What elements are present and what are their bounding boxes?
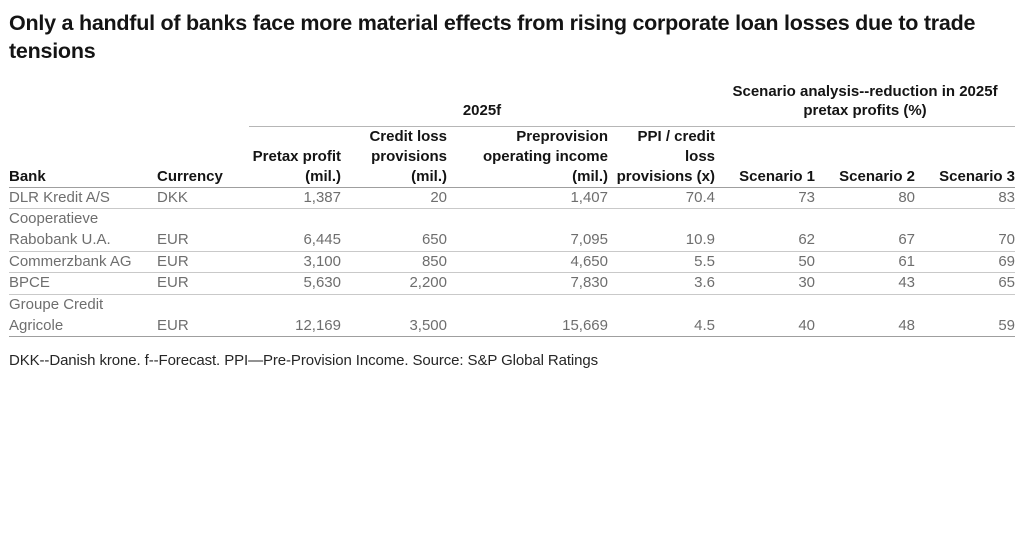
cell-bank: Cooperatieve Rabobank U.A. — [9, 210, 111, 248]
table-row: DLR Kredit A/S DKK 1,387 20 1,407 70.4 7… — [9, 187, 1016, 209]
cell-scenario-2: 80 — [898, 188, 915, 206]
cell-credit-loss-provisions: 3,500 — [409, 316, 447, 334]
cell-bank: BPCE — [9, 274, 50, 292]
cell-scenario-3: 65 — [998, 274, 1016, 292]
footnote-text: DKK--Danish krone. f--Forecast. PPI—Pre-… — [9, 352, 599, 370]
cell-preprovision-operating-income: 7,830 — [570, 274, 608, 292]
cell-ppi-ratio: 70.4 — [685, 188, 715, 206]
cell-preprovision-operating-income: 7,095 — [570, 230, 608, 248]
table-head: 2025f Scenario analysis--reduction in 20… — [9, 81, 1016, 187]
cell-ppi-ratio: 10.9 — [685, 230, 715, 248]
cell-bank: Groupe Credit Agricole — [9, 296, 104, 334]
group-header-spacer — [9, 82, 249, 127]
cell-pretax: 3,100 — [303, 252, 341, 270]
table-row: Commerzbank AG EUR 3,100 850 4,650 5.5 5… — [9, 251, 1016, 273]
table-row: Cooperatieve Rabobank U.A. EUR 6,445 650… — [9, 208, 1016, 251]
cell-scenario-3: 59 — [998, 316, 1016, 334]
cell-currency: EUR — [157, 274, 189, 292]
group-header-row: 2025f Scenario analysis--reduction in 20… — [9, 81, 1016, 127]
column-header-scenario-1: Scenario 1 — [739, 167, 815, 185]
cell-credit-loss-provisions: 20 — [430, 188, 447, 206]
group-header-scenario-analysis: Scenario analysis--reduction in 2025f pr… — [715, 81, 1016, 127]
cell-currency: DKK — [157, 188, 188, 206]
column-header-currency: Currency — [157, 167, 223, 185]
cell-currency: EUR — [157, 230, 189, 248]
column-header-pretax-profit: Pretax profit (mil.) — [252, 147, 341, 185]
cell-scenario-2: 48 — [898, 316, 915, 334]
cell-pretax: 5,630 — [303, 274, 341, 292]
column-header-preprovision-operating-income: Preprovision operating income (mil.) — [482, 127, 608, 185]
cell-currency: EUR — [157, 252, 189, 270]
column-header-credit-loss-provisions: Credit loss provisions (mil.) — [369, 127, 447, 185]
column-header-scenario-2: Scenario 2 — [839, 167, 915, 185]
column-header-row: Bank Currency Pretax profit (mil.) Credi… — [9, 126, 1015, 187]
column-header-scenario-3: Scenario 3 — [939, 167, 1016, 185]
footnote-divider — [9, 336, 1015, 338]
cell-bank: DLR Kredit A/S — [9, 188, 110, 206]
cell-scenario-3: 83 — [998, 188, 1016, 206]
cell-scenario-3: 69 — [998, 252, 1016, 270]
bank-scenario-table: 2025f Scenario analysis--reduction in 20… — [9, 81, 1016, 337]
cell-scenario-2: 67 — [898, 230, 915, 248]
group-header-year: 2025f — [249, 81, 715, 127]
table-row: Groupe Credit Agricole EUR 12,169 3,500 … — [9, 294, 1016, 337]
cell-pretax: 6,445 — [303, 230, 341, 248]
cell-scenario-1: 62 — [798, 230, 815, 248]
table-row: BPCE EUR 5,630 2,200 7,830 3.6 30 43 65 — [9, 272, 1016, 295]
cell-scenario-1: 73 — [798, 188, 815, 206]
column-header-bank: Bank — [9, 167, 46, 185]
cell-credit-loss-provisions: 2,200 — [409, 274, 447, 292]
page-title: Only a handful of banks face more materi… — [9, 11, 976, 64]
cell-preprovision-operating-income: 15,669 — [562, 316, 608, 334]
cell-currency: EUR — [157, 316, 189, 334]
cell-preprovision-operating-income: 1,407 — [570, 188, 608, 206]
cell-ppi-ratio: 4.5 — [694, 316, 715, 334]
cell-scenario-2: 43 — [898, 274, 915, 292]
cell-scenario-3: 70 — [998, 230, 1016, 248]
column-header-ppi-credit-loss-ratio: PPI / credit loss provisions (x) — [616, 127, 715, 185]
cell-scenario-1: 50 — [798, 252, 815, 270]
cell-bank: Commerzbank AG — [9, 252, 132, 270]
cell-scenario-2: 61 — [898, 252, 915, 270]
cell-credit-loss-provisions: 650 — [421, 230, 447, 248]
cell-pretax: 1,387 — [303, 188, 341, 206]
cell-ppi-ratio: 3.6 — [694, 274, 715, 292]
cell-pretax: 12,169 — [295, 316, 341, 334]
cell-preprovision-operating-income: 4,650 — [570, 252, 608, 270]
cell-scenario-1: 30 — [798, 274, 815, 292]
cell-ppi-ratio: 5.5 — [694, 252, 715, 270]
table-body: DLR Kredit A/S DKK 1,387 20 1,407 70.4 7… — [9, 187, 1016, 337]
cell-scenario-1: 40 — [798, 316, 815, 334]
cell-credit-loss-provisions: 850 — [421, 252, 447, 270]
